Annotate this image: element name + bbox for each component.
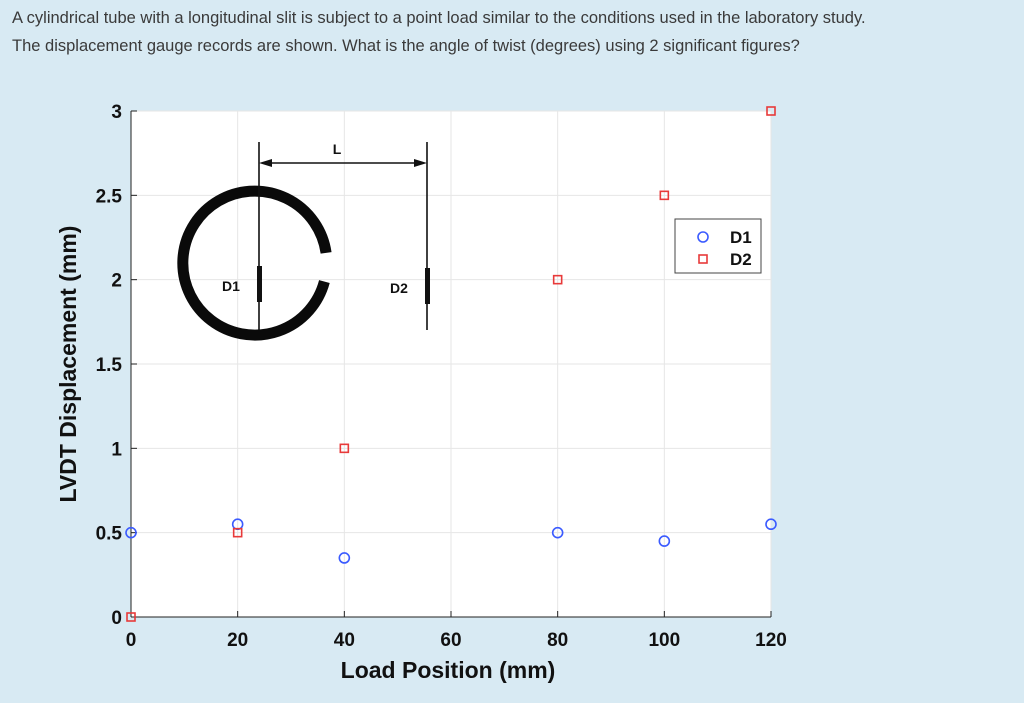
d1-data-point — [551, 526, 564, 539]
y-tick-label: 1.5 — [96, 355, 123, 376]
d1-data-point — [338, 552, 351, 564]
dimension-label: L — [333, 141, 342, 157]
x-tick-label: 0 — [126, 630, 137, 651]
question-text: A cylindrical tube with a longitudinal s… — [12, 4, 1017, 60]
gauge1-label: D1 — [222, 278, 240, 294]
d2-data-point — [339, 443, 350, 454]
y-tick-label: 0.5 — [96, 524, 123, 545]
tick-labels: 0 20 40 60 80 100 120 0 0.5 1 1.5 2 2.5 3 — [96, 102, 787, 651]
y-tick-label: 2.5 — [96, 186, 123, 207]
legend-d2-label: D2 — [730, 250, 752, 269]
tube-schematic: L D1 D2 — [177, 141, 430, 341]
gauge2-label: D2 — [390, 280, 408, 296]
x-tick-label: 80 — [547, 630, 568, 651]
x-tick-label: 100 — [648, 630, 680, 651]
d2-data-point — [232, 527, 243, 538]
d1-data-point — [658, 535, 671, 547]
d1-data-point — [125, 526, 137, 539]
y-tick-label: 3 — [111, 102, 122, 123]
x-tick-label: 120 — [755, 630, 787, 651]
x-tick-label: 60 — [440, 630, 461, 651]
legend-d2-marker — [698, 254, 708, 264]
y-tick-label: 1 — [111, 439, 122, 460]
legend-d1-label: D1 — [730, 228, 752, 247]
y-tick-label: 0 — [111, 608, 122, 629]
d2-data-point — [766, 106, 776, 116]
legend-d1-marker — [697, 231, 709, 243]
legend: D1 D2 — [674, 218, 762, 274]
gauge2-pin — [425, 268, 430, 304]
tick-marks — [130, 110, 772, 618]
dimension-arrowhead-right — [414, 159, 427, 167]
d2-data-point — [126, 612, 136, 622]
x-axis-title: Load Position (mm) — [341, 657, 556, 683]
d2-data-point — [659, 190, 670, 201]
d1-data-point — [765, 518, 777, 531]
slit-tube-ring — [177, 185, 332, 341]
x-tick-label: 20 — [227, 630, 248, 651]
d2-data-point — [552, 274, 563, 285]
legend-box — [674, 218, 762, 274]
gauge1-pin — [257, 266, 262, 302]
y-axis-title: LVDT Displacement (mm) — [55, 226, 81, 503]
dimension-arrowhead-left — [259, 159, 272, 167]
y-tick-label: 2 — [111, 271, 122, 292]
question-line-2: The displacement gauge records are shown… — [12, 37, 800, 55]
question-line-1: A cylindrical tube with a longitudinal s… — [12, 9, 866, 27]
data-points — [125, 106, 777, 622]
x-tick-label: 40 — [334, 630, 355, 651]
